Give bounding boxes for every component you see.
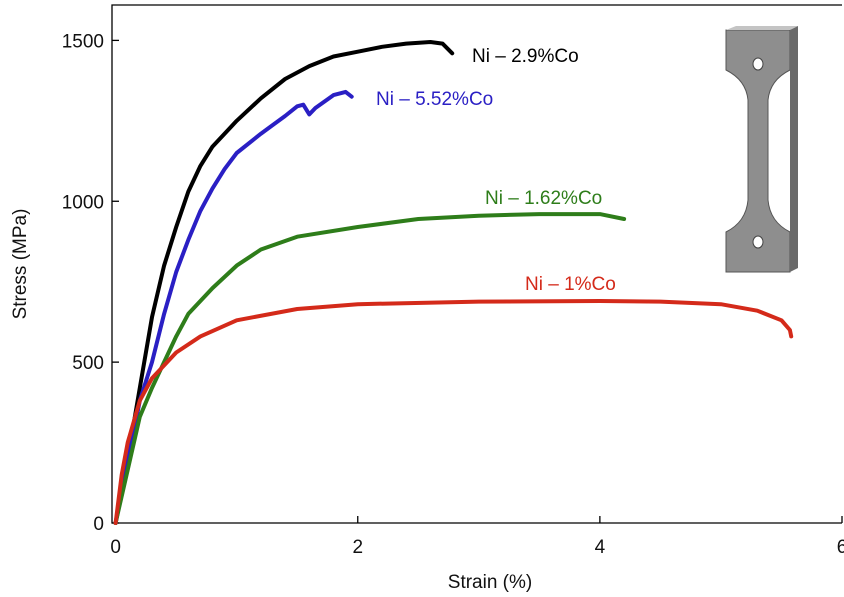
series-label: Ni – 1%Co [525,274,616,295]
x-tick-label: 4 [595,537,606,558]
y-tick-label: 0 [93,514,104,535]
series-line [113,89,354,525]
x-tick-label: 6 [837,537,844,558]
specimen-icon [725,26,798,273]
x-tick-label: 0 [110,537,121,558]
axes [111,4,842,524]
series-line [113,212,627,525]
series-label: Ni – 5.52%Co [376,89,493,110]
series-line [113,299,794,525]
y-axis-label: Stress (MPa) [10,209,31,320]
series-label: Ni – 2.9%Co [472,46,579,67]
x-axis-label: Strain (%) [448,572,532,593]
series-line [113,40,455,525]
y-tick-label: 1500 [62,31,104,52]
y-tick-label: 500 [72,353,104,374]
series-label: Ni – 1.62%Co [485,188,602,209]
x-tick-label: 2 [352,537,363,558]
y-tick-label: 1000 [62,192,104,213]
